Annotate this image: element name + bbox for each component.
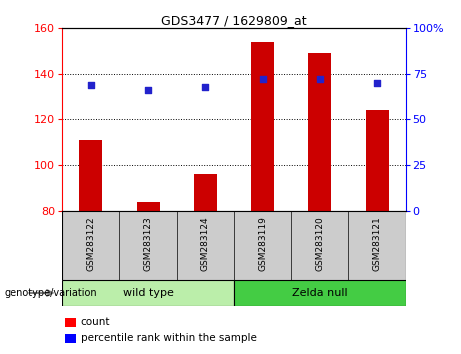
Point	[87, 82, 95, 88]
Text: percentile rank within the sample: percentile rank within the sample	[81, 333, 257, 343]
Bar	[79, 140, 102, 211]
Point	[259, 76, 266, 82]
Point	[201, 84, 209, 90]
Text: GSM283123: GSM283123	[143, 216, 153, 271]
Title: GDS3477 / 1629809_at: GDS3477 / 1629809_at	[161, 14, 307, 27]
Text: genotype/variation: genotype/variation	[5, 288, 97, 298]
Bar	[62, 280, 234, 306]
Bar	[136, 201, 160, 211]
Text: GSM283119: GSM283119	[258, 216, 267, 271]
Point	[373, 80, 381, 86]
Text: GSM283122: GSM283122	[86, 216, 95, 271]
Text: count: count	[81, 317, 110, 327]
Bar	[366, 110, 389, 211]
Text: Zelda null: Zelda null	[292, 288, 348, 298]
Bar	[234, 280, 406, 306]
Text: GSM283124: GSM283124	[201, 216, 210, 271]
Bar	[308, 53, 331, 211]
Point	[316, 76, 324, 82]
Bar	[251, 42, 274, 211]
Text: wild type: wild type	[123, 288, 173, 298]
Bar	[194, 174, 217, 211]
Text: GSM283120: GSM283120	[315, 216, 325, 271]
Text: GSM283121: GSM283121	[372, 216, 382, 271]
Point	[144, 87, 152, 93]
